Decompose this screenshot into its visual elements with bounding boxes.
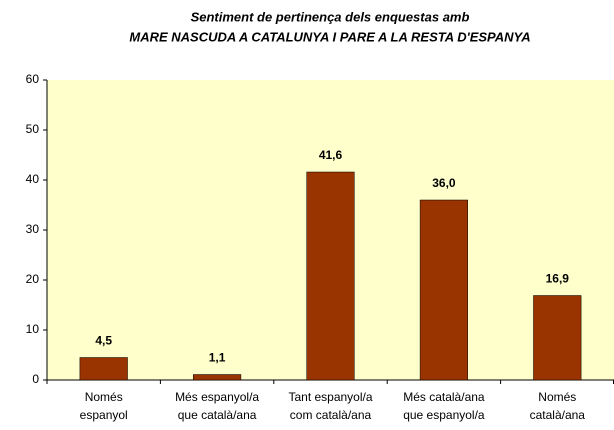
x-tick-label-line: que espanyol/a (403, 408, 485, 422)
x-tick-label-line: com català/ana (290, 408, 372, 422)
bar (193, 374, 242, 381)
x-tick-label-line: espanyol (80, 408, 128, 422)
x-tick-label-line: Més català/ana (403, 390, 485, 404)
bar (79, 357, 128, 381)
x-tick-label: Més català/ana que espanyol/a (403, 390, 485, 422)
y-tick-label: 30 (26, 222, 40, 236)
x-tick-label-line: Tant espanyol/a (288, 390, 372, 404)
x-tick-label: Només espanyol (80, 390, 128, 422)
y-tick-label: 20 (26, 272, 40, 286)
y-tick-label: 0 (32, 372, 39, 386)
x-tick-label-line: que català/ana (178, 408, 257, 422)
x-tick-label-line: Més espanyol/a (175, 390, 259, 404)
chart-title: Sentiment de pertinença dels enquestas a… (191, 9, 470, 24)
x-tick-label: Tant espanyol/a com català/ana (288, 390, 372, 422)
value-label: 1,1 (209, 351, 226, 365)
y-tick-label: 40 (26, 172, 40, 186)
value-label: 41,6 (319, 148, 343, 162)
y-tick-label: 60 (26, 72, 40, 86)
x-tick-label: Només català/ana (530, 390, 586, 422)
bar (306, 171, 355, 381)
y-tick-label: 50 (26, 122, 40, 136)
x-tick-label: Més espanyol/a que català/ana (175, 390, 259, 422)
value-label: 16,9 (546, 272, 570, 286)
x-tick-label-line: Només (85, 390, 123, 404)
bar (419, 199, 468, 381)
value-label: 4,5 (95, 334, 112, 348)
y-tick-label: 10 (26, 322, 40, 336)
bar (533, 295, 582, 381)
value-label: 36,0 (432, 176, 456, 190)
x-tick-label-line: Només (538, 390, 576, 404)
chart-subtitle: MARE NASCUDA A CATALUNYA I PARE A LA RES… (129, 29, 530, 44)
x-tick-label-line: català/ana (530, 408, 586, 422)
